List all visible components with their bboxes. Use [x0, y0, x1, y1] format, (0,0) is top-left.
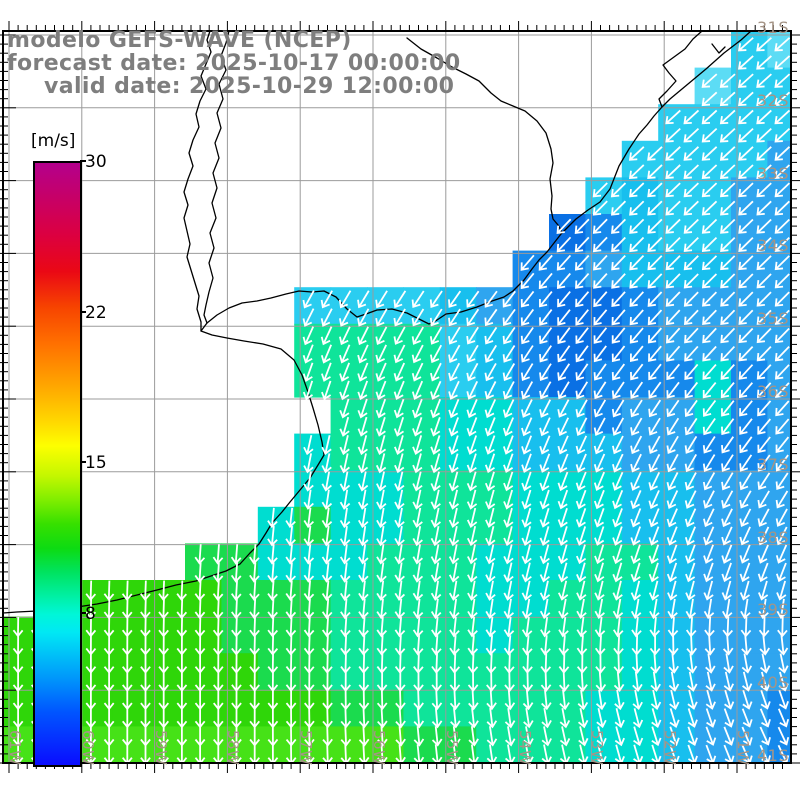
lon-label: 51W	[734, 730, 752, 766]
model-title: modelo GEFS-WAVE (NCEP)	[7, 28, 352, 53]
colorbar-tick-label: 15	[85, 453, 107, 473]
lat-label: 41S	[756, 746, 789, 765]
lat-label: 36S	[756, 382, 789, 401]
wind-arrows	[12, 37, 791, 765]
map-frame	[2, 30, 792, 764]
valid-date: valid date: 2025-10-29 12:00:00	[44, 74, 455, 99]
lon-label: 56W	[370, 730, 388, 766]
graticule	[3, 31, 791, 763]
lat-label: 32S	[756, 90, 789, 110]
coastline	[2, 30, 752, 614]
colorbar-unit-label: [m/s]	[31, 131, 76, 151]
lon-label: 59W	[151, 730, 170, 766]
colorbar-tick-label: 30	[85, 152, 107, 172]
lon-label: 61W	[6, 730, 24, 766]
lat-label: 40S	[756, 673, 789, 693]
lon-label: 57W	[297, 730, 316, 766]
colorbar-tick-label: 8	[85, 603, 96, 624]
lon-label: 52W	[661, 730, 680, 766]
lat-label: 38S	[756, 527, 789, 547]
lat-label: 31S	[756, 18, 789, 37]
lat-label: 39S	[756, 600, 789, 620]
lon-label: 53W	[588, 730, 607, 766]
colorbar-tick	[80, 160, 86, 162]
lon-label: 54W	[515, 730, 534, 766]
lon-label: 55W	[442, 730, 461, 766]
lat-label: 34S	[756, 236, 789, 256]
lat-label: 37S	[756, 454, 789, 474]
colorbar-tick	[80, 310, 86, 313]
colorbar-tick-label: 22	[85, 302, 107, 323]
lat-label: 35S	[756, 309, 789, 329]
lat-label: 33S	[756, 163, 789, 183]
colorbar-tick	[80, 611, 86, 614]
colorbar	[33, 161, 82, 767]
lon-label: 58W	[224, 730, 243, 766]
forecast-date: forecast date: 2025-10-17 00:00:00	[7, 51, 461, 76]
colorbar-tick	[80, 461, 86, 463]
